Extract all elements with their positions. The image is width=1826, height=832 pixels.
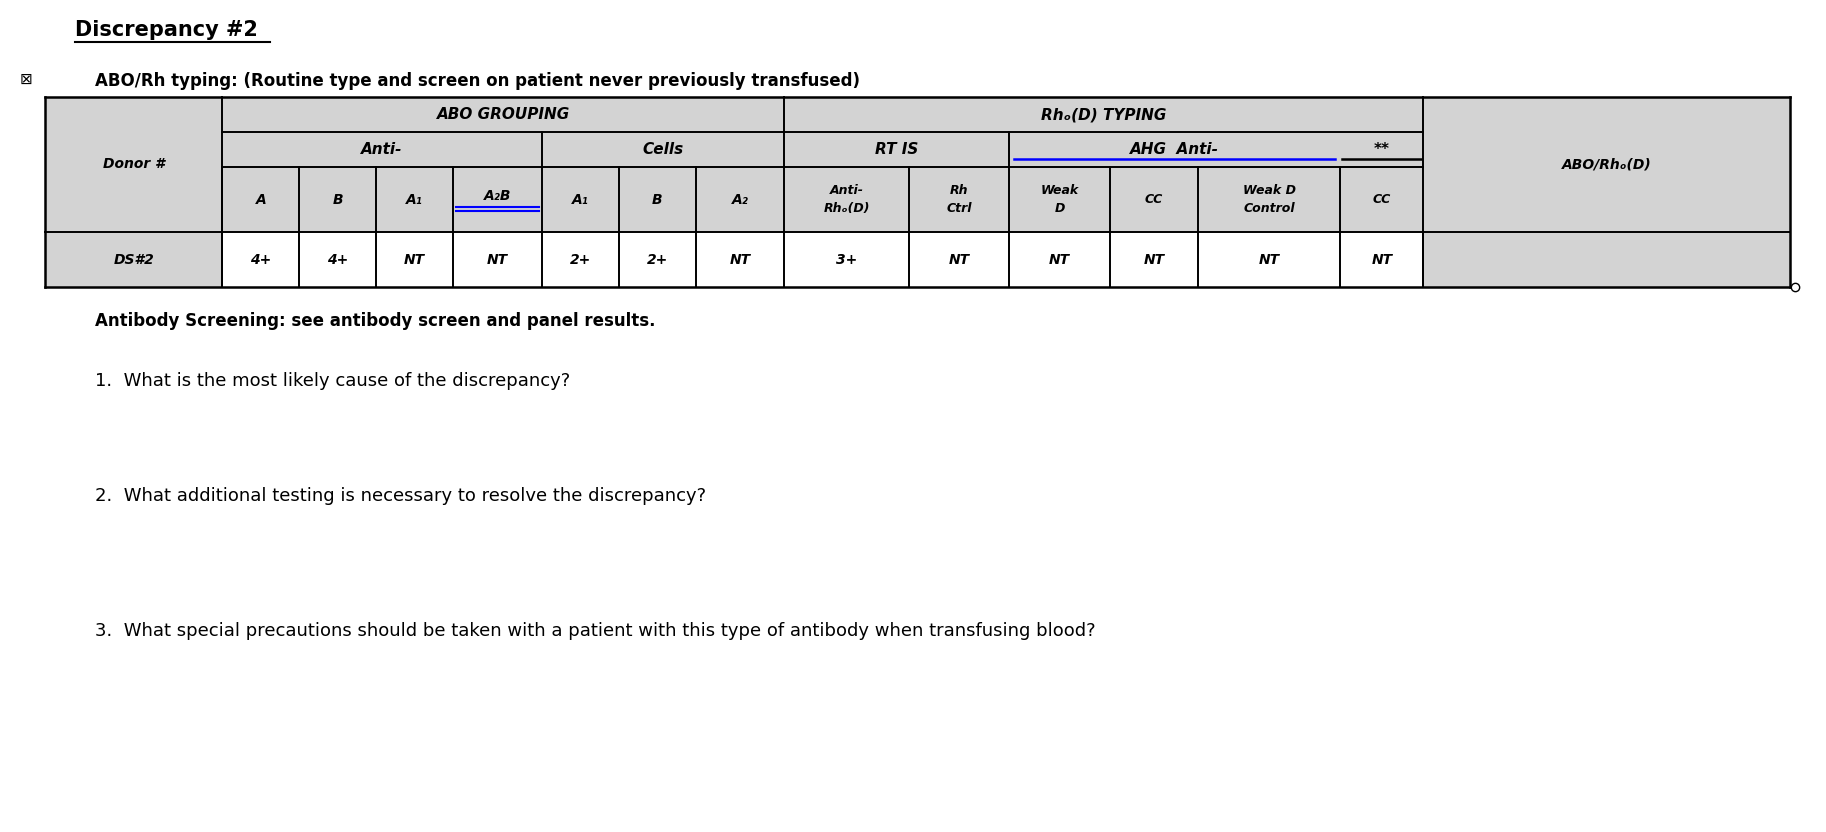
Bar bbox=[376, 232, 453, 287]
Text: Ctrl: Ctrl bbox=[946, 202, 971, 215]
Bar bbox=[1340, 232, 1422, 287]
Bar bbox=[1110, 232, 1198, 287]
Text: 4+: 4+ bbox=[327, 252, 349, 266]
Text: Antibody Screening: see antibody screen and panel results.: Antibody Screening: see antibody screen … bbox=[95, 312, 656, 330]
Text: Rh: Rh bbox=[950, 184, 968, 197]
Text: CC: CC bbox=[1373, 193, 1391, 206]
Text: CC: CC bbox=[1145, 193, 1163, 206]
Text: B: B bbox=[332, 192, 343, 206]
Text: Anti-: Anti- bbox=[829, 184, 864, 197]
Text: Donor #: Donor # bbox=[102, 157, 164, 171]
Text: Weak: Weak bbox=[1041, 184, 1079, 197]
Text: NT: NT bbox=[1048, 252, 1070, 266]
Text: ⊠: ⊠ bbox=[20, 72, 33, 87]
Text: RT IS: RT IS bbox=[875, 142, 918, 157]
Text: A₁: A₁ bbox=[405, 192, 424, 206]
Text: 2+: 2+ bbox=[646, 252, 668, 266]
Text: 1.  What is the most likely cause of the discrepancy?: 1. What is the most likely cause of the … bbox=[95, 372, 570, 390]
Text: 4+: 4+ bbox=[250, 252, 272, 266]
Bar bbox=[46, 97, 1789, 287]
Text: DS#2: DS#2 bbox=[113, 252, 153, 266]
Bar bbox=[1010, 232, 1110, 287]
Text: NT: NT bbox=[1143, 252, 1165, 266]
Text: Rhₒ(D) TYPING: Rhₒ(D) TYPING bbox=[1041, 107, 1167, 122]
Text: Cells: Cells bbox=[643, 142, 683, 157]
Bar bbox=[1198, 232, 1340, 287]
Text: ABO/Rh typing: (Routine type and screen on patient never previously transfused): ABO/Rh typing: (Routine type and screen … bbox=[95, 72, 860, 90]
Text: Control: Control bbox=[1244, 202, 1295, 215]
Text: Discrepancy #2: Discrepancy #2 bbox=[75, 20, 257, 40]
Bar bbox=[909, 232, 1010, 287]
Bar bbox=[299, 232, 376, 287]
Bar bbox=[696, 232, 785, 287]
Text: ABO GROUPING: ABO GROUPING bbox=[436, 107, 570, 122]
Text: A₂B: A₂B bbox=[484, 189, 511, 202]
Text: AHG  Anti-: AHG Anti- bbox=[1130, 142, 1220, 157]
Text: **: ** bbox=[1373, 142, 1390, 157]
Text: NT: NT bbox=[1371, 252, 1393, 266]
Text: ABO/Rhₒ(D): ABO/Rhₒ(D) bbox=[1561, 157, 1651, 171]
Text: NT: NT bbox=[948, 252, 970, 266]
Text: B: B bbox=[652, 192, 663, 206]
Bar bbox=[453, 232, 542, 287]
Bar bbox=[542, 232, 619, 287]
Text: NT: NT bbox=[404, 252, 425, 266]
Bar bbox=[619, 232, 696, 287]
Bar bbox=[223, 232, 299, 287]
Text: 2+: 2+ bbox=[570, 252, 592, 266]
Text: 3.  What special precautions should be taken with a patient with this type of an: 3. What special precautions should be ta… bbox=[95, 622, 1096, 640]
Text: Rhₒ(D): Rhₒ(D) bbox=[824, 202, 869, 215]
Bar bbox=[785, 232, 909, 287]
Text: A₂: A₂ bbox=[732, 192, 749, 206]
Text: A: A bbox=[256, 192, 267, 206]
Text: D: D bbox=[1054, 202, 1065, 215]
Text: A₁: A₁ bbox=[572, 192, 588, 206]
Text: NT: NT bbox=[488, 252, 508, 266]
Text: Weak D: Weak D bbox=[1244, 184, 1296, 197]
Text: 2.  What additional testing is necessary to resolve the discrepancy?: 2. What additional testing is necessary … bbox=[95, 487, 707, 505]
Text: Anti-: Anti- bbox=[362, 142, 404, 157]
Text: 3+: 3+ bbox=[836, 252, 856, 266]
Text: NT: NT bbox=[1258, 252, 1280, 266]
Text: NT: NT bbox=[729, 252, 750, 266]
